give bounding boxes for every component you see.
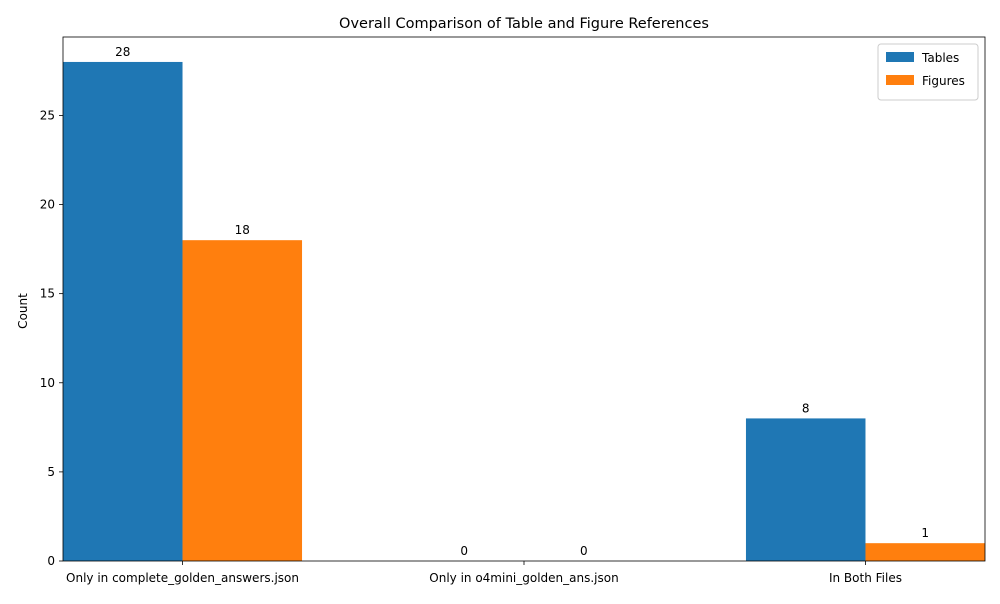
x-tick-label-1: Only in o4mini_golden_ans.json (429, 571, 618, 585)
y-tick-label-4: 20 (40, 198, 55, 212)
data-label-figures-2: 1 (921, 526, 929, 540)
data-label-tables-0: 28 (115, 45, 130, 59)
y-tick-label-2: 10 (40, 376, 55, 390)
y-tick-label-0: 0 (47, 554, 55, 568)
y-tick-label-3: 15 (40, 287, 55, 301)
x-tick-label-0: Only in complete_golden_answers.json (66, 571, 299, 585)
legend-swatch-tables (886, 52, 914, 62)
bar-tables-0 (63, 61, 183, 561)
chart-title: Overall Comparison of Table and Figure R… (339, 16, 709, 32)
y-tick-label-5: 25 (40, 108, 55, 122)
legend-label-tables: Tables (921, 51, 959, 65)
y-tick-label-1: 5 (47, 465, 55, 479)
data-label-tables-1: 0 (460, 544, 468, 558)
legend-swatch-figures (886, 75, 914, 85)
data-label-figures-0: 18 (235, 223, 250, 237)
bar-figures-2 (865, 543, 985, 561)
x-tick-label-2: In Both Files (829, 571, 902, 585)
legend: Tables Figures (877, 43, 979, 101)
y-axis-label: Count (16, 293, 30, 329)
data-label-figures-1: 0 (580, 544, 588, 558)
legend-label-figures: Figures (922, 74, 965, 88)
data-label-tables-2: 8 (802, 401, 810, 415)
bar-tables-2 (745, 418, 866, 561)
bar-figures-0 (182, 240, 303, 562)
